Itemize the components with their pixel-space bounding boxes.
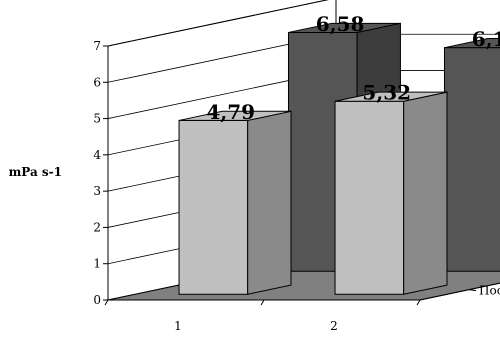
depth-tick-mark bbox=[468, 289, 477, 292]
depth-axis: После леченияДо лечения bbox=[419, 282, 500, 301]
data-label: 6,58 bbox=[316, 12, 365, 36]
y-tick-label: 2 bbox=[93, 220, 101, 234]
x-tick-label: 2 bbox=[330, 319, 338, 333]
data-label: 4,79 bbox=[206, 100, 255, 124]
bar-top-face bbox=[178, 110, 292, 121]
y-tick-label: 7 bbox=[93, 39, 101, 53]
x-tick-mark bbox=[416, 299, 421, 306]
bar-top-face bbox=[288, 22, 401, 33]
bar: 4,79 bbox=[178, 100, 292, 295]
y-tick-label: 1 bbox=[93, 257, 101, 271]
legend-item-label: После лечения bbox=[479, 284, 500, 298]
x-tick-label: 1 bbox=[174, 319, 182, 333]
bar-top-face bbox=[334, 91, 448, 102]
bar-top-face bbox=[444, 38, 500, 49]
bar-side-face bbox=[247, 110, 292, 295]
y-axis-label: mPa s-1 bbox=[9, 165, 62, 179]
bar-front-face bbox=[443, 47, 500, 272]
y-tick-label: 3 bbox=[93, 184, 101, 198]
bar: 6,16 bbox=[443, 27, 500, 272]
y-tick-label: 6 bbox=[93, 75, 101, 89]
data-label: 5,32 bbox=[362, 81, 411, 105]
depth-axis-line bbox=[419, 282, 500, 301]
bars: 6,58 6,16 4,79 5,32 bbox=[178, 12, 500, 295]
gridline bbox=[107, 0, 329, 47]
bar-side-face bbox=[403, 91, 448, 295]
y-tick-label: 4 bbox=[93, 148, 101, 162]
y-axis-ticks: 0 1 2 3 4 5 6 7 bbox=[93, 39, 108, 307]
bar-front-face bbox=[178, 119, 249, 295]
y-tick-label: 0 bbox=[93, 293, 101, 307]
y-tick-label: 5 bbox=[93, 112, 101, 126]
bar-front-face bbox=[334, 100, 405, 295]
bar: 5,32 bbox=[334, 81, 448, 295]
x-tick-mark bbox=[260, 299, 265, 306]
data-label: 6,16 bbox=[472, 27, 500, 51]
x-tick-mark bbox=[104, 299, 109, 306]
